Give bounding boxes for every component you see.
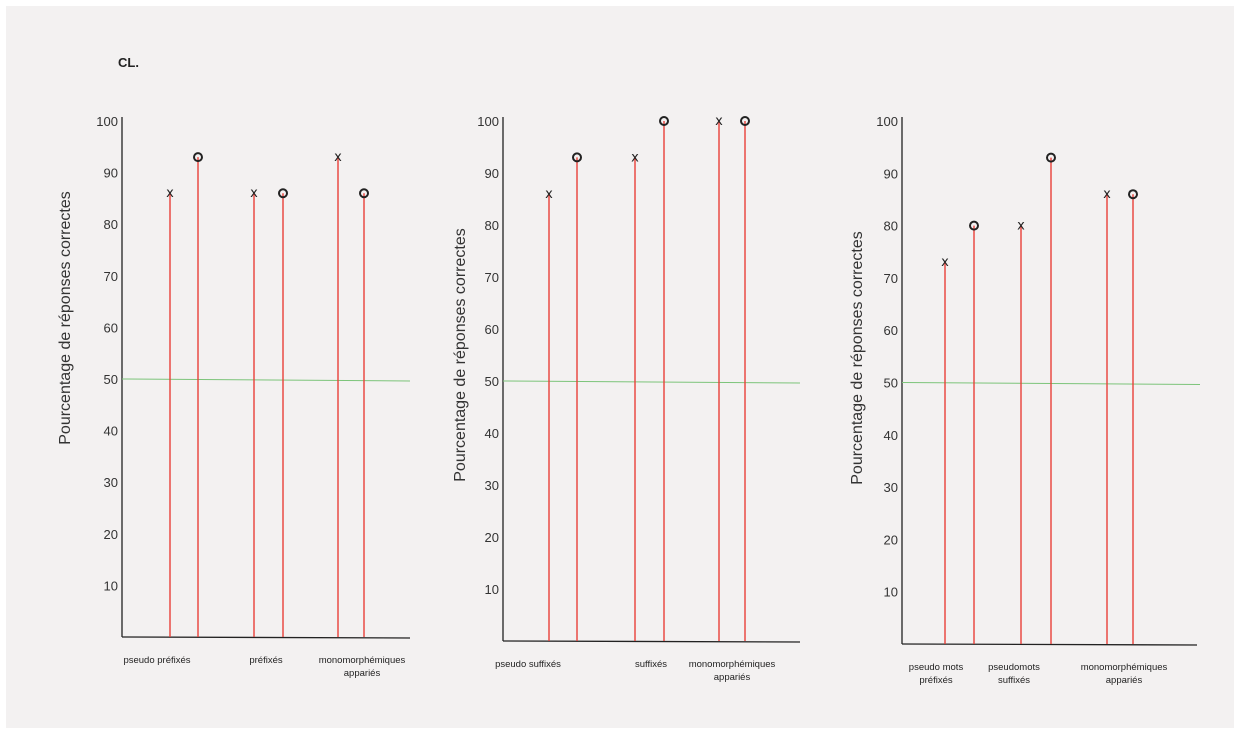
y-tick-label: 10 — [884, 585, 898, 600]
y-tick-label: 20 — [884, 532, 898, 547]
point-o — [572, 152, 582, 163]
category-label: monomorphémiques — [1081, 662, 1168, 673]
point-x: x — [631, 150, 639, 165]
point-x: x — [334, 150, 342, 165]
chart-3: 10 20 30 40 50 60 70 80 90 100 Pourcentage de répo… — [849, 114, 1201, 686]
y-tick-label: 60 — [884, 323, 898, 338]
point-o — [659, 116, 669, 126]
y-tick-label: 20 — [485, 530, 499, 545]
y-tick-label: 20 — [104, 527, 118, 542]
category-label: appariés — [344, 668, 381, 679]
y-tick-label: 30 — [485, 478, 499, 493]
y-tick-label: 80 — [485, 218, 499, 233]
x-axis — [901, 643, 1198, 646]
category-label: préfixés — [919, 675, 953, 686]
y-tick-label: 100 — [96, 114, 118, 129]
category-label: préfixés — [249, 655, 283, 666]
point-x: x — [715, 114, 723, 129]
category-label: pseudo préfixés — [123, 655, 190, 666]
reference-line-50 — [121, 378, 411, 382]
point-o — [740, 116, 750, 126]
y-tick-label: 80 — [884, 219, 898, 234]
y-tick-label: 10 — [104, 578, 118, 593]
y-tick-label: 90 — [884, 166, 898, 181]
y-tick-label: 100 — [477, 114, 499, 129]
y-axis-title: Pourcentage de réponses correctes — [57, 191, 74, 444]
y-tick-label: 100 — [876, 114, 898, 129]
category-label: pseudo mots — [909, 662, 964, 673]
category-label: suffixés — [635, 659, 667, 670]
category-label: appariés — [714, 672, 751, 683]
y-tick-label: 70 — [104, 269, 118, 284]
y-tick-label: 60 — [104, 320, 118, 335]
scanned-sheet — [6, 6, 1234, 728]
y-tick-label: 40 — [884, 428, 898, 443]
y-tick-label: 10 — [485, 582, 499, 597]
point-x: x — [250, 186, 258, 201]
category-label: monomorphémiques — [689, 659, 776, 670]
y-tick-label: 60 — [485, 322, 499, 337]
y-axis-title: Pourcentage de réponses correctes — [452, 228, 469, 481]
point-x: x — [545, 187, 553, 202]
y-tick-label: 50 — [884, 376, 898, 391]
y-tick-label: 30 — [104, 475, 118, 490]
point-o — [969, 220, 979, 231]
x-axis — [121, 636, 411, 639]
reference-line-50 — [502, 380, 801, 384]
y-tick-label: 50 — [104, 372, 118, 387]
y-tick-label: 70 — [884, 271, 898, 286]
category-label: pseudomots — [988, 662, 1040, 673]
page-label: CL. — [118, 55, 139, 70]
point-o — [1128, 189, 1138, 200]
category-label: pseudo suffixés — [495, 659, 561, 670]
chart-1: 10 20 30 40 50 60 70 80 90 100 Pourcentage de répo… — [57, 114, 411, 679]
y-tick-label: 80 — [104, 217, 118, 232]
category-label: monomorphémiques — [319, 655, 406, 666]
x-axis — [502, 640, 801, 643]
y-tick-label: 70 — [485, 270, 499, 285]
point-x: x — [166, 186, 174, 201]
point-x: x — [1103, 187, 1111, 202]
point-o — [359, 188, 369, 199]
y-tick-label: 50 — [485, 374, 499, 389]
point-o — [193, 152, 203, 163]
y-tick-label: 30 — [884, 480, 898, 495]
y-axis-title: Pourcentage de réponses correctes — [849, 231, 866, 484]
point-x: x — [1017, 219, 1025, 234]
y-tick-label: 40 — [485, 426, 499, 441]
y-tick-label: 90 — [104, 166, 118, 181]
point-x: x — [941, 255, 949, 270]
category-label: appariés — [1106, 675, 1143, 686]
chart-2: 10 20 30 40 50 60 70 80 90 100 Pourcentage de répo… — [452, 114, 801, 683]
point-o — [1046, 152, 1056, 163]
category-label: suffixés — [998, 675, 1030, 686]
y-tick-label: 90 — [485, 166, 499, 181]
point-o — [278, 188, 288, 199]
y-tick-label: 40 — [104, 424, 118, 439]
